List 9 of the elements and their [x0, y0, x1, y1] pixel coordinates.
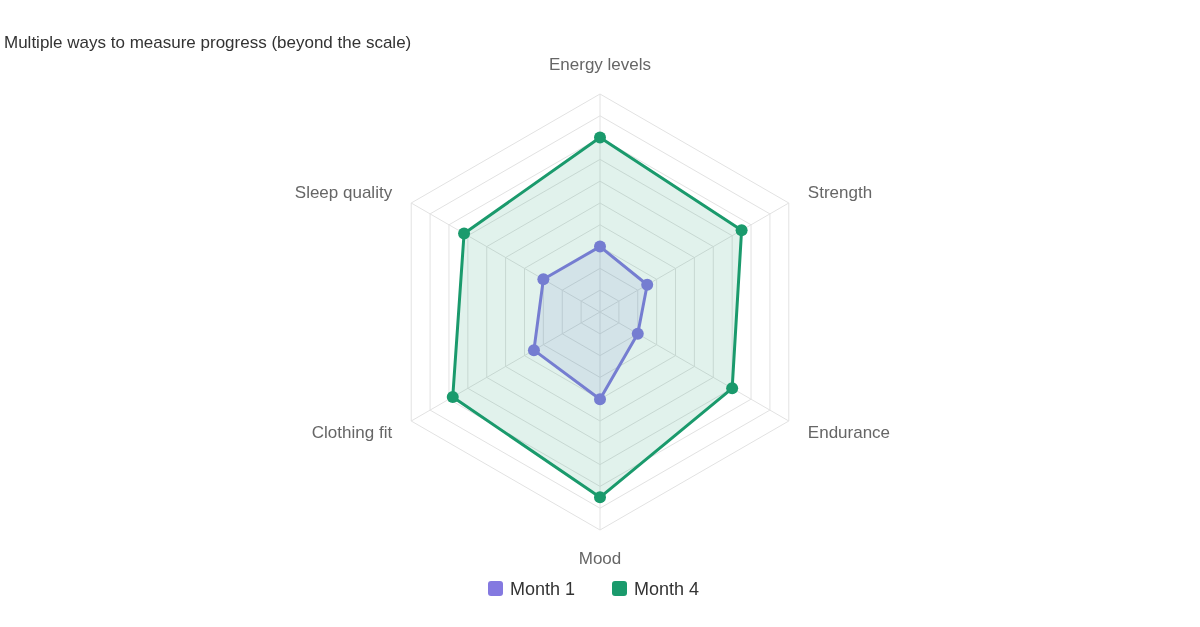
spoke-label: Sleep quality [294, 183, 393, 202]
spoke-label: Energy levels [548, 55, 652, 74]
legend-label: Month 4 [634, 579, 700, 599]
spoke-label: Strength [807, 183, 873, 202]
legend-label: Month 1 [510, 579, 576, 599]
chart-title: Multiple ways to measure progress (beyond the scale) [4, 33, 412, 52]
spoke-label: Clothing fit [311, 423, 393, 442]
spoke-label: Mood [578, 549, 622, 568]
spoke-label: Endurance [807, 423, 891, 442]
